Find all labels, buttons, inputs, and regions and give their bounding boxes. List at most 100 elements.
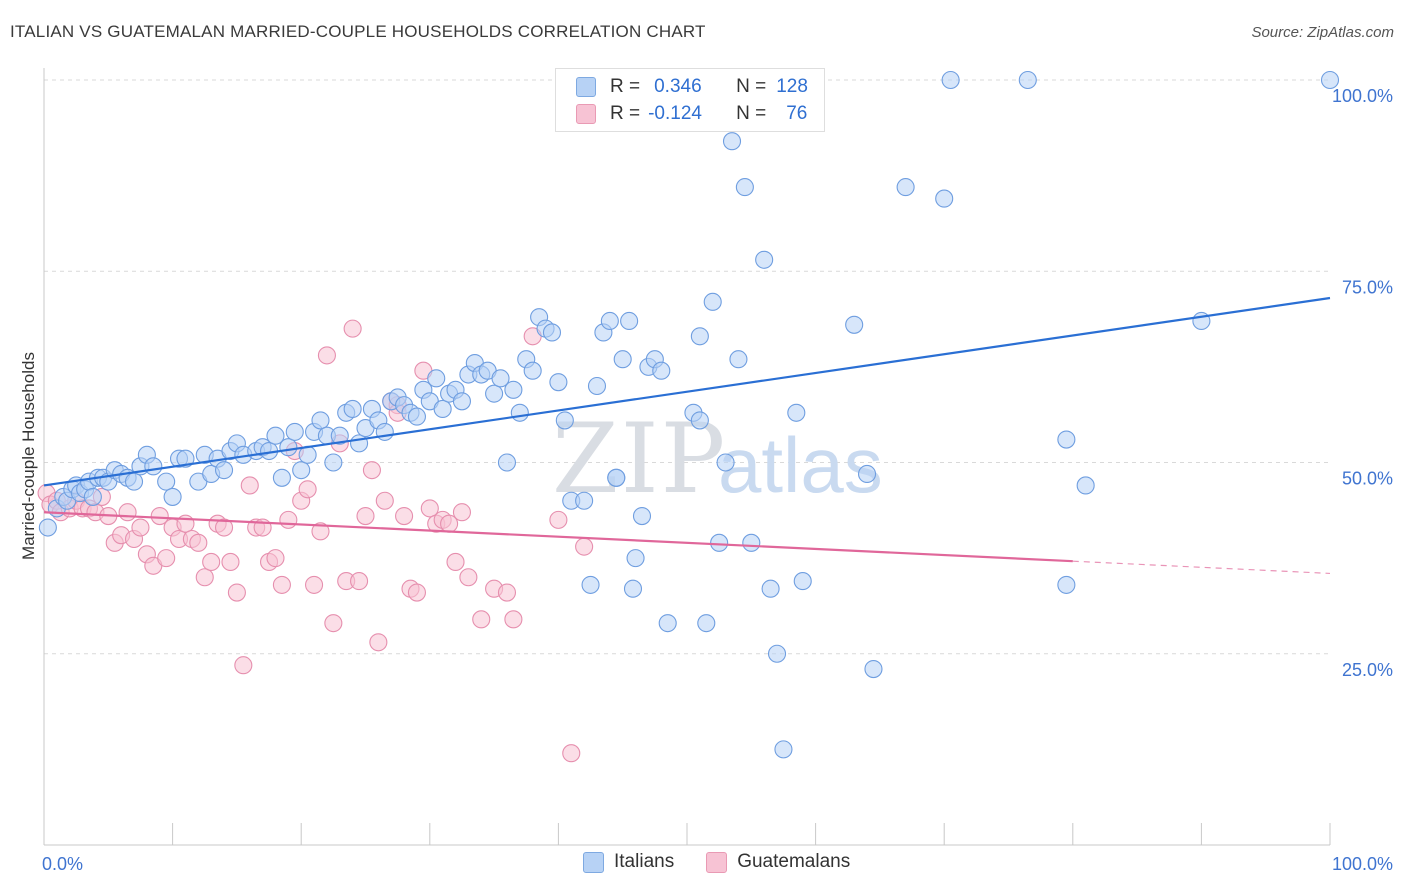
italians-point-45	[330, 426, 349, 445]
italians-point-115	[857, 464, 877, 484]
r-label: R =	[610, 103, 641, 124]
italians-point-118	[935, 189, 954, 208]
guatemalans-point-38	[279, 510, 298, 529]
italians-point-39	[292, 461, 311, 480]
r-value: 0.346	[654, 76, 702, 97]
italians-point-101	[703, 292, 722, 311]
italians-point-64	[452, 392, 472, 411]
source-label: Source: ZipAtlas.com	[1251, 24, 1394, 41]
italians-point-19	[144, 457, 163, 476]
italians-point-106	[735, 178, 754, 197]
guatemalans-point-18	[150, 506, 169, 526]
italians-point-111	[774, 740, 793, 759]
guatemalans-point-30	[227, 583, 246, 602]
italians-point-109	[761, 579, 780, 598]
italians-point-89	[620, 311, 639, 331]
y-axis-label: Married-couple Households	[19, 352, 38, 560]
guatemalans-point-43	[311, 522, 330, 541]
guatemalans-point-69	[497, 583, 517, 602]
guatemalans-point-74	[575, 537, 594, 556]
italians-point-117	[896, 178, 915, 197]
y-tick-labels: 25.0% 50.0% 75.0% 100.0%	[1332, 86, 1393, 680]
n-label: N =	[736, 76, 767, 97]
italians-point-52	[375, 422, 394, 441]
guatemalans-point-36	[266, 549, 285, 568]
x-tick-label-max: 100.0%	[1332, 854, 1393, 874]
guatemalans-trend-line	[43, 511, 1073, 563]
y-tick-label-100: 100.0%	[1332, 86, 1393, 106]
series-legend: Italians Guatemalans	[583, 851, 882, 873]
italians-point-104	[722, 132, 742, 151]
italians-point-119	[941, 70, 960, 90]
guatemalans-point-52	[369, 633, 388, 652]
legend-row-italians: R = 0.346 N = 128	[576, 73, 808, 101]
guatemalans-point-67	[472, 610, 491, 629]
italians-point-35	[266, 426, 285, 445]
y-tick-label-25: 25.0%	[1342, 660, 1393, 680]
italians-point-99	[690, 411, 709, 430]
guatemalans-point-73	[562, 744, 581, 763]
guatemalans-legend-swatch	[706, 851, 728, 873]
italians-point-83	[581, 575, 600, 594]
italians-point-125	[1320, 70, 1340, 90]
italians-point-16	[124, 472, 144, 491]
italians-swatch	[576, 77, 596, 97]
guatemalans-point-44	[317, 346, 336, 365]
italians-point-69	[485, 384, 504, 403]
italians-point-86	[600, 311, 619, 331]
italians-point-82	[575, 491, 594, 510]
guatemalans-point-29	[221, 552, 240, 572]
italians-point-84	[587, 376, 607, 396]
italians-points	[38, 70, 1340, 759]
guatemalans-point-56	[395, 506, 414, 526]
italians-point-122	[1057, 430, 1076, 449]
chart-title: ITALIAN VS GUATEMALAN MARRIED-COUPLE HOU…	[10, 22, 706, 41]
guatemalans-trend-extension	[1072, 560, 1331, 575]
guatemalans-point-50	[356, 506, 375, 526]
italians-point-73	[510, 403, 529, 422]
guatemalans-point-48	[343, 319, 362, 338]
italians-point-110	[767, 644, 787, 663]
italians-point-70	[491, 369, 510, 388]
guatemalans-point-19	[157, 549, 176, 568]
guatemalans-point-72	[549, 510, 568, 529]
guatemalans-point-24	[189, 533, 208, 552]
guatemalans-point-53	[375, 491, 394, 510]
italians-point-0	[38, 518, 57, 537]
guatemalans-point-15	[131, 518, 150, 537]
italians-point-102	[710, 533, 729, 552]
n-value: 76	[786, 103, 808, 124]
italians-point-120	[1018, 70, 1037, 90]
italians-point-71	[497, 453, 517, 472]
legend-row-guatemalans: R = -0.124 N = 76	[576, 100, 807, 128]
guatemalans-point-58	[407, 583, 426, 602]
italians-point-112	[787, 403, 806, 422]
italians-point-91	[626, 549, 645, 568]
italians-point-108	[755, 250, 774, 269]
italians-point-75	[523, 361, 542, 380]
italians-point-60	[427, 369, 446, 388]
italians-point-116	[864, 659, 883, 679]
italians-point-90	[623, 579, 643, 598]
italians-point-103	[716, 453, 735, 472]
guatemalans-legend-label: Guatemalans	[737, 851, 851, 872]
italians-point-48	[350, 434, 369, 453]
italians-point-88	[613, 350, 632, 369]
guatemalans-point-32	[240, 476, 259, 495]
italians-point-105	[729, 350, 748, 369]
italians-point-78	[542, 323, 562, 342]
italians-point-96	[658, 614, 677, 633]
watermark-atlas: atlas	[718, 421, 883, 509]
italians-point-92	[632, 506, 652, 526]
trend-lines	[43, 296, 1331, 575]
guatemalans-point-28	[214, 518, 234, 537]
italians-point-9	[83, 487, 102, 506]
italians-point-72	[504, 380, 523, 399]
italians-point-44	[324, 453, 343, 472]
italians-point-98	[690, 327, 709, 346]
italians-point-114	[845, 315, 864, 334]
italians-point-20	[157, 472, 176, 491]
italians-point-121	[1057, 575, 1076, 594]
italians-point-28	[214, 461, 234, 480]
